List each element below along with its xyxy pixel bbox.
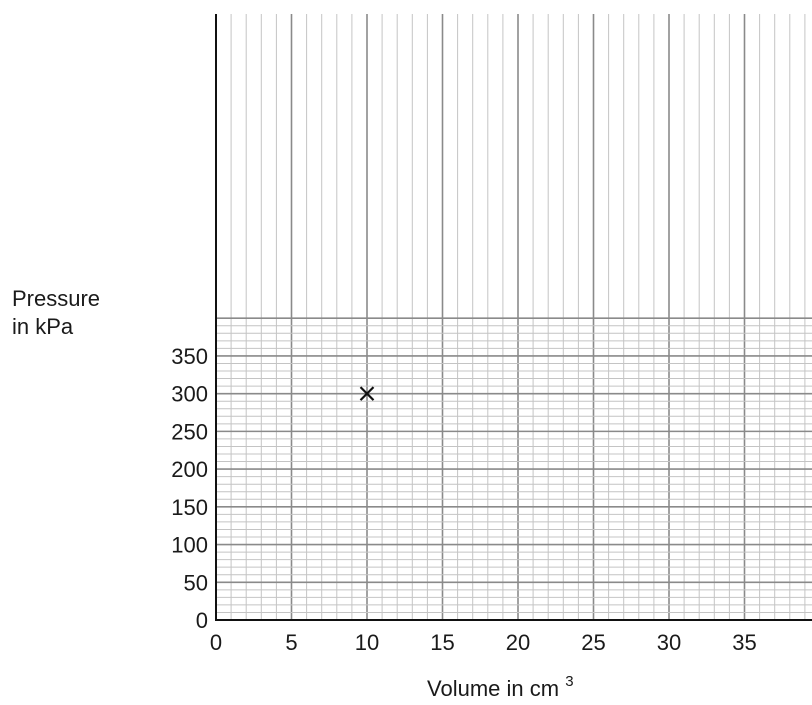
cross-stroke — [359, 386, 375, 401]
x-axis-title-superscript: 3 — [565, 673, 573, 690]
x-tick-label: 15 — [430, 630, 454, 655]
y-tick-label: 200 — [171, 457, 208, 482]
x-tick-label: 5 — [285, 630, 297, 655]
x-tick-label: 35 — [732, 630, 756, 655]
x-tick-label: 30 — [657, 630, 681, 655]
x-tick-label: 10 — [355, 630, 379, 655]
x-tick-label: 0 — [210, 630, 222, 655]
y-tick-label: 300 — [171, 382, 208, 407]
data-points — [359, 386, 375, 401]
y-tick-label: 100 — [171, 533, 208, 558]
data-point-cross — [359, 386, 375, 401]
x-axis-title-text: Volume in cm — [427, 676, 559, 700]
x-axis-title: Volume in cm 3 — [427, 673, 574, 700]
y-tick-label: 50 — [184, 570, 208, 595]
y-tick-label: 350 — [171, 344, 208, 369]
axes — [215, 14, 812, 621]
axis-titles: Pressure in kPa Volume in cm 3 — [12, 286, 574, 701]
y-tick-label: 150 — [171, 495, 208, 520]
y-axis-title-line-2: in kPa — [12, 314, 74, 339]
x-tick-label: 20 — [506, 630, 530, 655]
grid — [215, 14, 812, 621]
y-axis-title-line-1: Pressure — [12, 286, 100, 311]
y-tick-label: 0 — [196, 608, 208, 633]
y-tick-label: 250 — [171, 419, 208, 444]
x-tick-label: 25 — [581, 630, 605, 655]
